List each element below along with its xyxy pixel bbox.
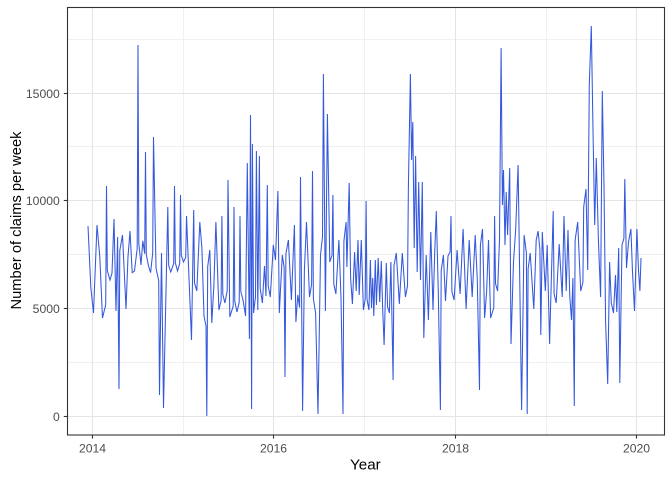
svg-text:Year: Year <box>350 456 381 473</box>
svg-text:5000: 5000 <box>33 302 60 316</box>
svg-text:2016: 2016 <box>260 441 287 455</box>
svg-text:0: 0 <box>53 410 60 424</box>
svg-text:2020: 2020 <box>623 441 650 455</box>
svg-text:Number of claims per week: Number of claims per week <box>9 131 25 310</box>
svg-text:2014: 2014 <box>79 441 106 455</box>
svg-text:10000: 10000 <box>26 194 60 208</box>
svg-text:15000: 15000 <box>26 87 60 101</box>
svg-text:2018: 2018 <box>442 441 469 455</box>
